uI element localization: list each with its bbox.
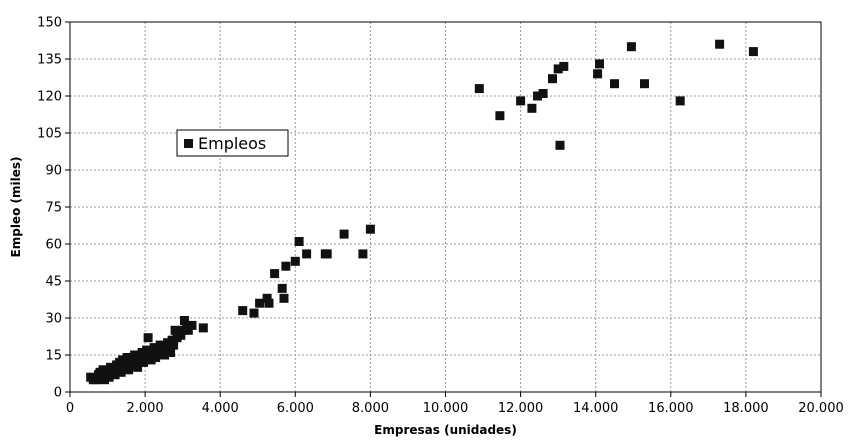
- data-point: [281, 261, 291, 271]
- y-tick-label: 105: [37, 127, 62, 142]
- data-point: [166, 348, 176, 357]
- data-point: [339, 229, 349, 239]
- data-point: [249, 308, 259, 318]
- y-tick-label: 0: [54, 386, 62, 401]
- data-point: [167, 335, 177, 345]
- y-tick-label: 30: [45, 312, 62, 327]
- x-tick-label: 4.000: [202, 401, 239, 416]
- y-axis-tick-labels: 0 15 30 45 60 75 90 105 120 135 150: [37, 16, 62, 401]
- data-point: [160, 350, 170, 360]
- x-axis-title: Empresas (unidades): [374, 423, 517, 437]
- data-point: [553, 64, 563, 74]
- data-point: [133, 362, 143, 372]
- data-points: [86, 39, 758, 385]
- data-point: [593, 69, 603, 79]
- tick-marks: [65, 21, 822, 397]
- data-point: [595, 59, 604, 69]
- y-tick-label: 45: [45, 275, 62, 290]
- legend: Empleos: [176, 129, 289, 157]
- data-point: [176, 330, 186, 340]
- data-point: [187, 320, 197, 330]
- data-point: [264, 298, 274, 308]
- x-tick-label: 10.000: [423, 401, 469, 416]
- data-point: [640, 79, 649, 89]
- x-tick-label: 8.000: [352, 401, 389, 416]
- y-axis-title: Empleo (miles): [9, 157, 23, 258]
- x-tick-label: 2.000: [126, 401, 163, 416]
- data-point: [527, 103, 537, 113]
- legend-marker: [184, 139, 193, 148]
- data-point: [255, 298, 265, 308]
- data-point: [100, 375, 109, 385]
- data-point: [294, 237, 304, 246]
- y-tick-label: 90: [45, 164, 62, 179]
- legend-label: Empleos: [198, 134, 266, 153]
- data-point: [270, 269, 280, 279]
- data-point: [91, 375, 101, 385]
- data-point: [262, 293, 272, 303]
- y-tick-label: 150: [37, 16, 62, 31]
- y-tick-label: 15: [45, 349, 62, 364]
- data-point: [610, 79, 619, 89]
- x-tick-label: 18.000: [723, 401, 769, 416]
- data-point: [139, 357, 149, 367]
- data-point: [322, 249, 332, 259]
- data-point: [474, 84, 484, 94]
- y-tick-label: 75: [45, 201, 62, 216]
- data-point: [180, 316, 189, 325]
- data-point: [748, 47, 758, 57]
- data-point: [675, 96, 685, 106]
- x-tick-label: 14.000: [573, 401, 619, 416]
- data-point: [198, 323, 208, 333]
- data-point: [277, 283, 287, 293]
- data-point: [238, 306, 248, 316]
- x-tick-label: 0: [66, 401, 74, 416]
- data-point: [183, 325, 193, 335]
- data-point: [98, 365, 108, 375]
- data-point: [559, 61, 569, 71]
- x-tick-label: 16.000: [648, 401, 694, 416]
- x-tick-label: 6.000: [277, 401, 314, 416]
- y-tick-label: 60: [45, 238, 62, 253]
- y-tick-label: 135: [37, 53, 62, 68]
- data-point: [116, 367, 126, 377]
- data-point: [110, 370, 120, 380]
- data-point: [555, 140, 565, 150]
- data-point: [715, 39, 725, 49]
- data-point: [495, 111, 505, 121]
- data-point: [124, 365, 134, 375]
- x-axis-tick-labels: 0 2.000 4.000 6.000 8.000 10.000 12.000 14.000 1…: [66, 401, 844, 416]
- data-point: [279, 293, 289, 303]
- x-tick-label: 20.000: [798, 401, 844, 416]
- data-point: [626, 42, 636, 52]
- data-point: [143, 333, 153, 343]
- data-point: [302, 249, 312, 259]
- data-point: [548, 74, 557, 84]
- data-point: [358, 249, 368, 259]
- data-point: [169, 340, 179, 350]
- y-tick-label: 120: [37, 90, 62, 105]
- data-point: [533, 91, 542, 101]
- x-tick-label: 12.000: [498, 401, 544, 416]
- data-point: [104, 372, 114, 382]
- data-point: [365, 224, 375, 234]
- data-point: [290, 256, 300, 266]
- legend-box: [176, 129, 289, 157]
- data-point: [142, 345, 152, 355]
- data-point: [538, 89, 548, 98]
- data-point: [516, 96, 526, 106]
